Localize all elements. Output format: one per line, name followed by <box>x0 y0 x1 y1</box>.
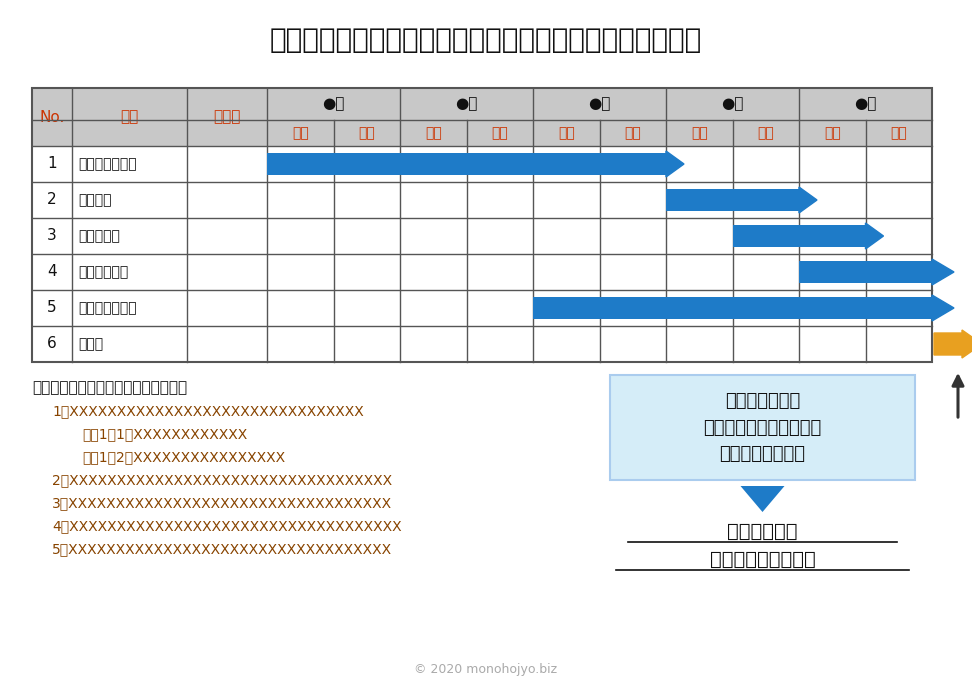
Text: 前半: 前半 <box>691 126 708 140</box>
Text: 機器選定・導入: 機器選定・導入 <box>78 157 137 171</box>
Bar <box>32 326 932 362</box>
Bar <box>32 146 932 182</box>
Text: 1．XXXXXXXXXXXXXXXXXXXXXXXXXXXXXXX: 1．XXXXXXXXXXXXXXXXXXXXXXXXXXXXXXX <box>52 404 364 418</box>
Bar <box>32 88 932 362</box>
Text: 2: 2 <box>48 193 56 207</box>
Bar <box>32 218 932 254</box>
Text: 試作品製作: 試作品製作 <box>78 229 120 243</box>
Text: ●月: ●月 <box>721 97 744 112</box>
Text: 技術習得: 技術習得 <box>78 193 112 207</box>
Text: 3: 3 <box>47 228 57 244</box>
FancyArrow shape <box>934 330 972 358</box>
Bar <box>32 88 932 146</box>
Bar <box>32 290 932 326</box>
Text: 項目: 項目 <box>121 110 139 124</box>
Text: 経理・監査報告: 経理・監査報告 <box>78 301 137 315</box>
Text: ●月: ●月 <box>854 97 877 112</box>
Text: スケジュールは簡潔にポイントをおさえ補足説明を入れる: スケジュールは簡潔にポイントをおさえ補足説明を入れる <box>270 26 702 54</box>
Text: 1: 1 <box>48 156 56 172</box>
Text: 2．XXXXXXXXXXXXXXXXXXXXXXXXXXXXXXXXXX: 2．XXXXXXXXXXXXXXXXXXXXXXXXXXXXXXXXXX <box>52 473 392 487</box>
Text: 前半: 前半 <box>425 126 441 140</box>
Text: 補助期間終了後
事業化までにさらに時間
がかかる場合は、: 補助期間終了後 事業化までにさらに時間 がかかる場合は、 <box>704 392 821 463</box>
FancyArrow shape <box>932 295 954 321</box>
Text: 後半: 後半 <box>624 126 642 140</box>
Text: 【取組み・スケジュールの補足説明】: 【取組み・スケジュールの補足説明】 <box>32 380 188 395</box>
Polygon shape <box>741 486 784 512</box>
Text: 3．XXXXXXXXXXXXXXXXXXXXXXXXXXXXXXXXXX: 3．XXXXXXXXXXXXXXXXXXXXXXXXXXXXXXXXXX <box>52 496 392 510</box>
Text: 後半: 後半 <box>890 126 907 140</box>
Text: 前半: 前半 <box>558 126 574 140</box>
Text: 1・2．XXXXXXXXXXXXXXXX: 1・2．XXXXXXXXXXXXXXXX <box>82 450 285 464</box>
Bar <box>32 254 932 290</box>
Bar <box>733 225 865 247</box>
Bar <box>799 261 932 283</box>
Text: 後半: 後半 <box>757 126 774 140</box>
Text: 前半: 前半 <box>824 126 841 140</box>
Text: © 2020 monohojyo.biz: © 2020 monohojyo.biz <box>414 663 558 676</box>
Text: 事業化までの: 事業化までの <box>727 522 798 541</box>
Text: No.: No. <box>39 110 65 124</box>
Text: スケジュールも追加: スケジュールも追加 <box>710 550 816 569</box>
Bar <box>533 297 932 319</box>
Bar <box>666 189 799 211</box>
FancyArrow shape <box>666 151 684 177</box>
FancyArrow shape <box>799 187 817 213</box>
Bar <box>32 182 932 218</box>
Text: 事業化: 事業化 <box>78 337 103 351</box>
Text: ●月: ●月 <box>455 97 477 112</box>
Text: 前半: 前半 <box>292 126 309 140</box>
Text: 4．XXXXXXXXXXXXXXXXXXXXXXXXXXXXXXXXXXX: 4．XXXXXXXXXXXXXXXXXXXXXXXXXXXXXXXXXXX <box>52 519 401 533</box>
Text: ●月: ●月 <box>323 97 345 112</box>
Text: 5: 5 <box>48 300 56 316</box>
Text: 後半: 後半 <box>492 126 508 140</box>
Text: 後半: 後半 <box>359 126 375 140</box>
FancyBboxPatch shape <box>610 375 915 480</box>
FancyArrow shape <box>865 223 884 249</box>
Text: 4: 4 <box>48 265 56 279</box>
Text: 5．XXXXXXXXXXXXXXXXXXXXXXXXXXXXXXXXXX: 5．XXXXXXXXXXXXXXXXXXXXXXXXXXXXXXXXXX <box>52 542 392 556</box>
Text: 評価・見直し: 評価・見直し <box>78 265 128 279</box>
Text: ●月: ●月 <box>588 97 610 112</box>
Bar <box>267 153 666 175</box>
Text: 1．1．XXXXXXXXXXXX: 1．1．XXXXXXXXXXXX <box>82 427 247 441</box>
Text: 担当者: 担当者 <box>213 110 241 124</box>
Text: 6: 6 <box>47 337 57 351</box>
FancyArrow shape <box>932 259 954 285</box>
